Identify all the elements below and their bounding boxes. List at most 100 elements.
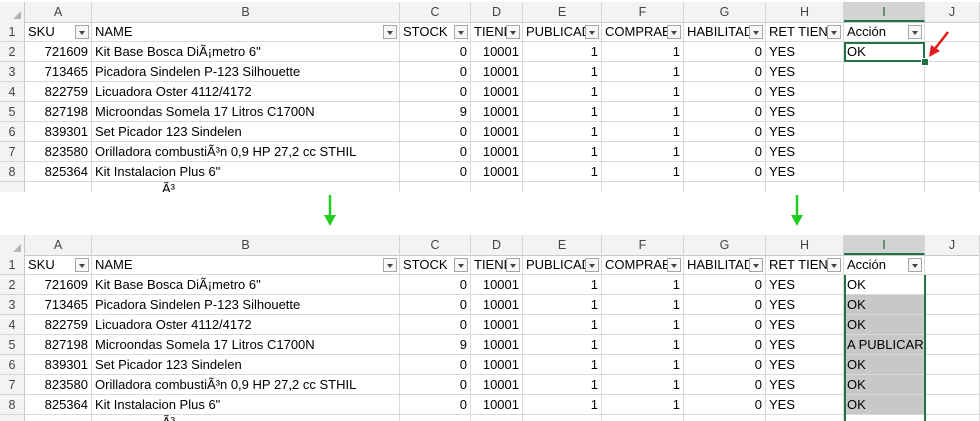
row-number[interactable]: 1 <box>0 22 25 42</box>
empty-cell[interactable] <box>925 375 980 395</box>
data-cell[interactable]: 1 <box>602 142 684 162</box>
column-header-c[interactable]: C <box>400 235 471 255</box>
data-cell[interactable]: 0 <box>684 102 766 122</box>
data-cell[interactable]: 0 <box>684 142 766 162</box>
partial-cell[interactable] <box>523 182 602 192</box>
data-cell[interactable]: 0 <box>400 375 471 395</box>
column-header-i[interactable]: I <box>844 235 925 255</box>
header-cell-acci-n[interactable]: Acción <box>844 255 925 275</box>
data-cell[interactable]: 1 <box>602 355 684 375</box>
partial-cell[interactable] <box>844 182 925 192</box>
data-cell[interactable]: Set Picador 123 Sindelen <box>92 122 400 142</box>
partial-cell[interactable] <box>766 415 844 421</box>
filter-dropdown-icon[interactable] <box>908 25 922 39</box>
column-header-b[interactable]: B <box>92 235 400 255</box>
row-number[interactable]: 3 <box>0 62 25 82</box>
row-number[interactable]: 6 <box>0 122 25 142</box>
data-cell[interactable]: 1 <box>602 122 684 142</box>
empty-cell[interactable] <box>925 295 980 315</box>
accion-cell[interactable]: OK <box>844 42 925 62</box>
data-cell[interactable]: 1 <box>602 82 684 102</box>
data-cell[interactable]: 0 <box>400 315 471 335</box>
row-number[interactable]: 7 <box>0 142 25 162</box>
data-cell[interactable]: 1 <box>523 335 602 355</box>
data-cell[interactable]: YES <box>766 162 844 182</box>
row-number[interactable]: 4 <box>0 315 25 335</box>
column-header-h[interactable]: H <box>766 2 844 22</box>
data-cell[interactable]: 0 <box>684 62 766 82</box>
data-cell[interactable]: 0 <box>684 42 766 62</box>
filter-dropdown-icon[interactable] <box>585 25 599 39</box>
data-cell[interactable]: 1 <box>602 335 684 355</box>
data-cell[interactable]: 1 <box>523 142 602 162</box>
header-cell-comprab[interactable]: COMPRAB <box>602 22 684 42</box>
header-cell-publicad[interactable]: PUBLICAD <box>523 255 602 275</box>
header-cell-stock[interactable]: STOCK <box>400 22 471 42</box>
row-number[interactable]: 2 <box>0 42 25 62</box>
data-cell[interactable]: YES <box>766 295 844 315</box>
data-cell[interactable]: 1 <box>523 102 602 122</box>
header-cell-tiend[interactable]: TIEND <box>471 22 523 42</box>
partial-cell[interactable] <box>684 415 766 421</box>
data-cell[interactable]: 0 <box>684 335 766 355</box>
data-cell[interactable]: Orilladora combustiÃ³n 0,9 HP 27,2 cc ST… <box>92 142 400 162</box>
header-cell-acci-n[interactable]: Acción <box>844 22 925 42</box>
partial-cell[interactable] <box>25 415 92 421</box>
data-cell[interactable]: 0 <box>400 275 471 295</box>
accion-cell[interactable]: OK <box>844 295 925 315</box>
row-number[interactable]: 4 <box>0 82 25 102</box>
header-cell-habilitad[interactable]: HABILITAD <box>684 255 766 275</box>
header-cell-sku[interactable]: SKU <box>25 22 92 42</box>
row-number[interactable] <box>0 415 25 421</box>
column-header-f[interactable]: F <box>602 2 684 22</box>
data-cell[interactable]: 10001 <box>471 42 523 62</box>
row-number[interactable]: 8 <box>0 395 25 415</box>
partial-cell[interactable]: Ã³ <box>92 182 400 192</box>
select-all-corner[interactable] <box>0 235 25 255</box>
filter-dropdown-icon[interactable] <box>506 25 520 39</box>
data-cell[interactable]: Microondas Somela 17 Litros C1700N <box>92 335 400 355</box>
data-cell[interactable]: 713465 <box>25 295 92 315</box>
partial-cell[interactable] <box>400 415 471 421</box>
data-cell[interactable]: 1 <box>602 315 684 335</box>
data-cell[interactable]: 10001 <box>471 355 523 375</box>
fill-handle[interactable] <box>921 58 929 66</box>
data-cell[interactable]: 0 <box>400 62 471 82</box>
header-cell-name[interactable]: NAME <box>92 255 400 275</box>
data-cell[interactable]: YES <box>766 142 844 162</box>
data-cell[interactable]: Kit Instalacion Plus 6" <box>92 395 400 415</box>
header-cell-comprab[interactable]: COMPRAB <box>602 255 684 275</box>
column-header-e[interactable]: E <box>523 2 602 22</box>
accion-cell[interactable]: A PUBLICAR <box>844 335 925 355</box>
empty-cell[interactable] <box>925 395 980 415</box>
partial-cell[interactable] <box>523 415 602 421</box>
data-cell[interactable]: 1 <box>523 62 602 82</box>
row-number[interactable] <box>0 182 25 192</box>
data-cell[interactable]: YES <box>766 82 844 102</box>
data-cell[interactable]: 9 <box>400 102 471 122</box>
data-cell[interactable]: 10001 <box>471 295 523 315</box>
data-cell[interactable]: 10001 <box>471 315 523 335</box>
data-cell[interactable]: YES <box>766 315 844 335</box>
data-cell[interactable]: 1 <box>602 395 684 415</box>
data-cell[interactable]: 0 <box>684 275 766 295</box>
filter-dropdown-icon[interactable] <box>506 258 520 272</box>
data-cell[interactable]: 1 <box>523 42 602 62</box>
accion-cell[interactable]: OK <box>844 375 925 395</box>
data-cell[interactable]: 823580 <box>25 375 92 395</box>
data-cell[interactable]: 1 <box>602 295 684 315</box>
header-cell-tiend[interactable]: TIEND <box>471 255 523 275</box>
data-cell[interactable]: 10001 <box>471 102 523 122</box>
data-cell[interactable]: 1 <box>523 82 602 102</box>
data-cell[interactable]: 827198 <box>25 102 92 122</box>
partial-cell[interactable] <box>602 182 684 192</box>
data-cell[interactable]: 822759 <box>25 82 92 102</box>
data-cell[interactable]: 1 <box>523 315 602 335</box>
data-cell[interactable]: 10001 <box>471 142 523 162</box>
empty-cell[interactable] <box>925 62 980 82</box>
data-cell[interactable]: 0 <box>400 295 471 315</box>
accion-cell[interactable] <box>844 162 925 182</box>
data-cell[interactable]: 0 <box>400 82 471 102</box>
data-cell[interactable]: 0 <box>684 82 766 102</box>
data-cell[interactable]: 1 <box>523 375 602 395</box>
